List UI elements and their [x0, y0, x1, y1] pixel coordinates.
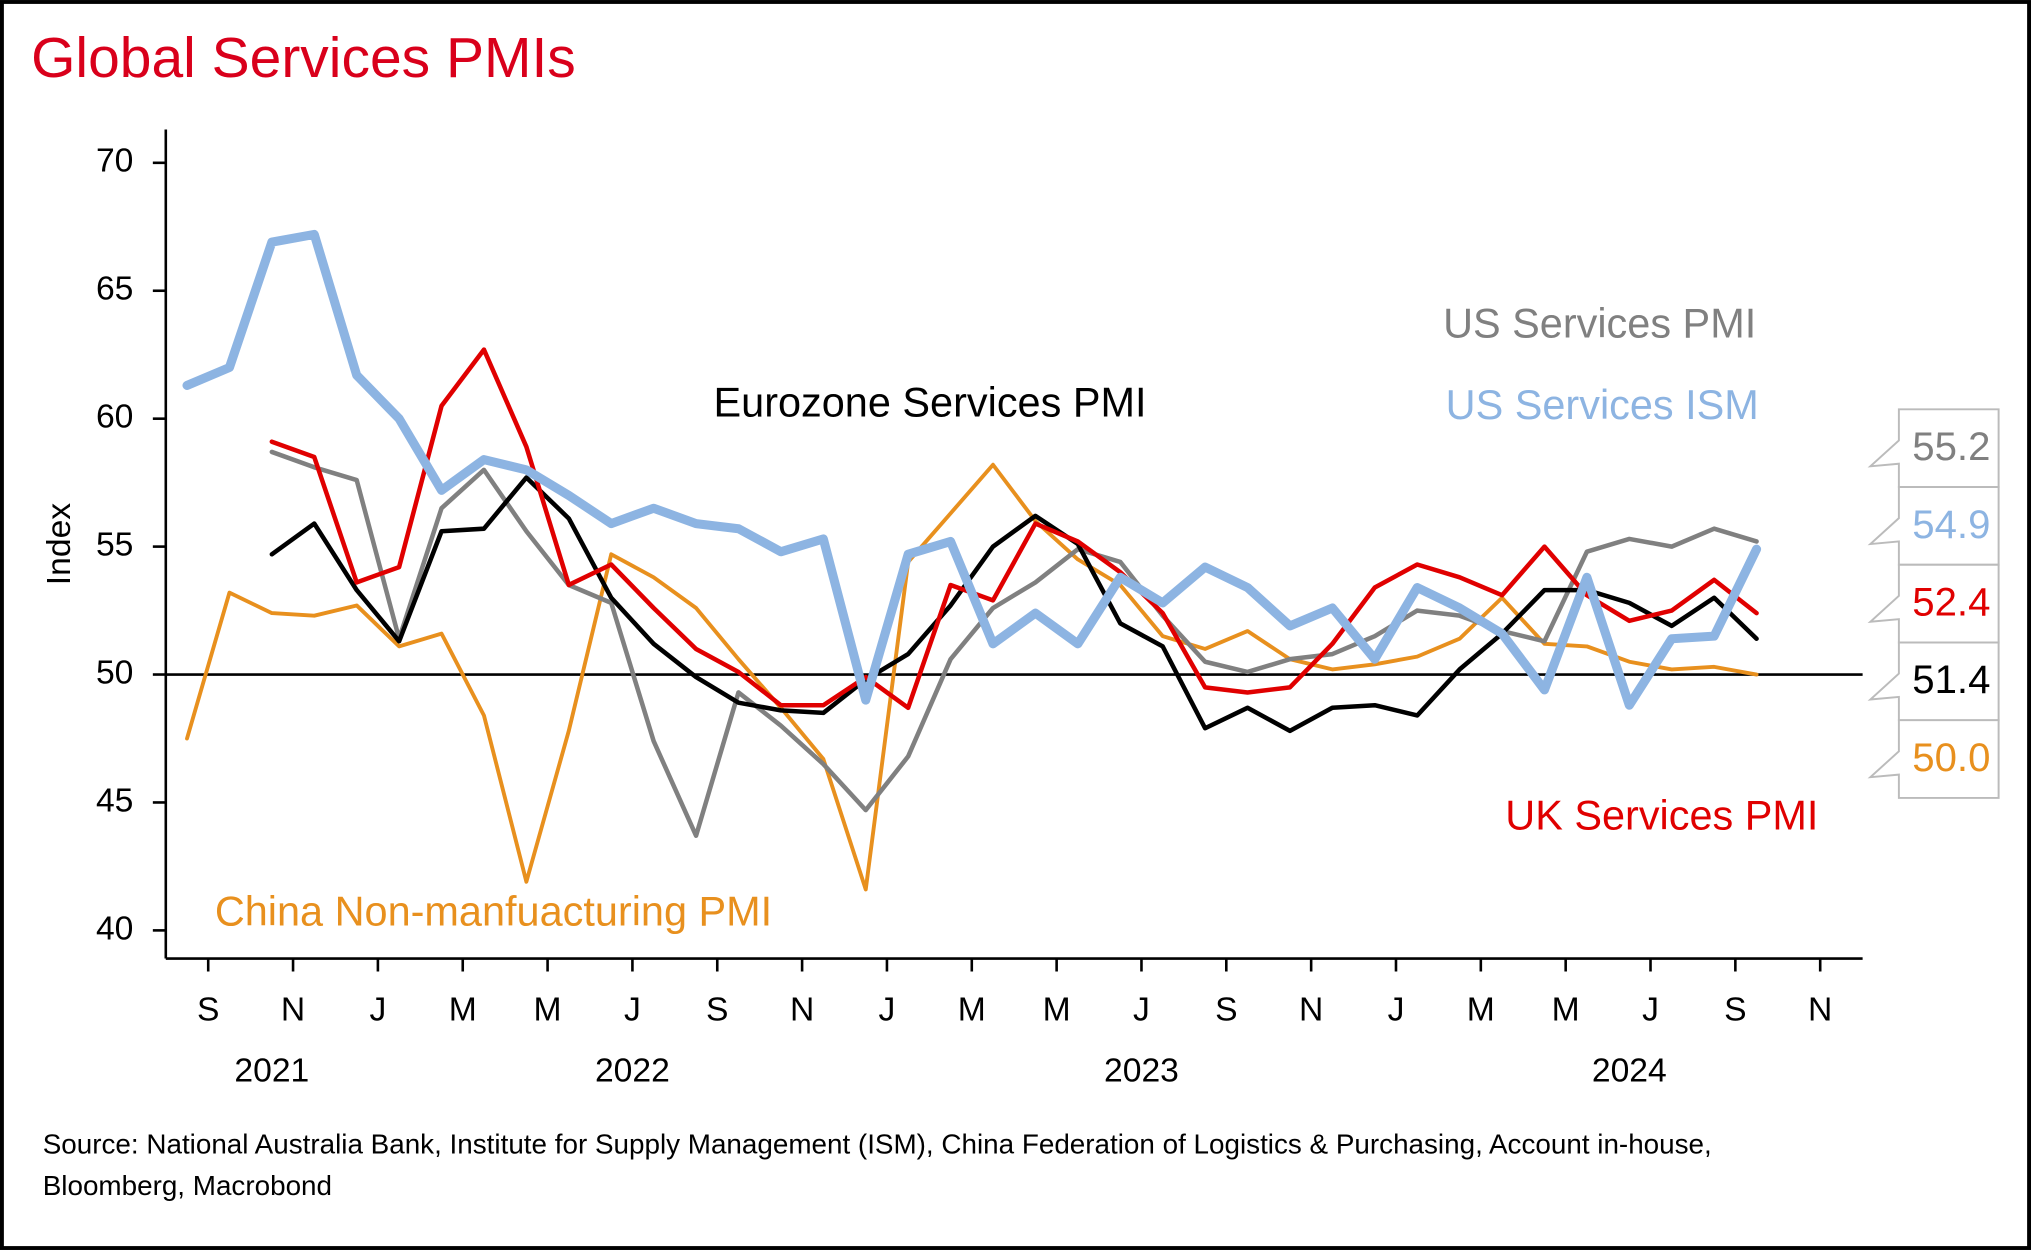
x-tick-label: J: [879, 992, 896, 1029]
x-group-label: 2024: [1592, 1052, 1667, 1089]
y-tick-label: 70: [96, 143, 133, 180]
x-tick-label: J: [369, 992, 386, 1029]
x-tick-label: J: [1642, 992, 1659, 1029]
y-tick-label: 55: [96, 526, 133, 563]
series-line: [269, 475, 1759, 734]
series-label: UK Services PMI: [1505, 792, 1818, 839]
series-label: US Services ISM: [1446, 381, 1759, 428]
end-label: 51.4: [1912, 657, 1990, 702]
end-label: 50.0: [1912, 735, 1990, 780]
end-label-box: [1867, 563, 2000, 644]
end-label-box: [1867, 641, 2000, 722]
y-tick-label: 40: [96, 910, 133, 947]
end-label-box: [1867, 719, 2000, 799]
x-tick-label: N: [1808, 992, 1832, 1029]
x-group-label: 2022: [595, 1052, 670, 1089]
series-line: [269, 347, 1759, 711]
x-tick-label: J: [624, 992, 641, 1029]
series-label: US Services PMI: [1443, 299, 1756, 346]
series-line: [185, 462, 1759, 892]
x-tick-label: N: [790, 992, 814, 1029]
y-tick-label: 45: [96, 782, 133, 819]
series-label: China Non-manfuacturing PMI: [215, 887, 772, 934]
source-line: Bloomberg, Macrobond: [43, 1170, 332, 1201]
x-tick-label: M: [449, 992, 477, 1029]
end-label-box: [1867, 408, 2000, 489]
x-tick-label: S: [706, 992, 728, 1029]
x-tick-label: S: [1215, 992, 1237, 1029]
series-line: [269, 449, 1759, 838]
series-line: [182, 229, 1762, 710]
x-tick-label: J: [1388, 992, 1405, 1029]
series-label: Eurozone Services PMI: [714, 378, 1147, 425]
y-axis-label: Index: [41, 503, 78, 586]
x-group-label: 2023: [1104, 1052, 1179, 1089]
x-tick-label: S: [197, 992, 219, 1029]
x-tick-label: M: [1552, 992, 1580, 1029]
end-label: 52.4: [1912, 580, 1990, 625]
x-tick-label: S: [1724, 992, 1746, 1029]
end-label-box: [1867, 486, 2000, 566]
end-label: 55.2: [1912, 424, 1990, 469]
y-tick-label: 65: [96, 271, 133, 308]
chart-title: Global Services PMIs: [31, 26, 576, 90]
x-tick-label: J: [1133, 992, 1150, 1029]
x-group-label: 2021: [234, 1052, 309, 1089]
end-label: 54.9: [1912, 502, 1990, 547]
y-tick-label: 60: [96, 399, 133, 436]
x-tick-label: M: [958, 992, 986, 1029]
x-tick-label: M: [534, 992, 562, 1029]
source-line: Source: National Australia Bank, Institu…: [43, 1129, 1712, 1160]
x-tick-label: N: [1299, 992, 1323, 1029]
x-tick-label: M: [1043, 992, 1071, 1029]
x-tick-label: M: [1467, 992, 1495, 1029]
y-tick-label: 50: [96, 654, 133, 691]
x-tick-label: N: [281, 992, 305, 1029]
